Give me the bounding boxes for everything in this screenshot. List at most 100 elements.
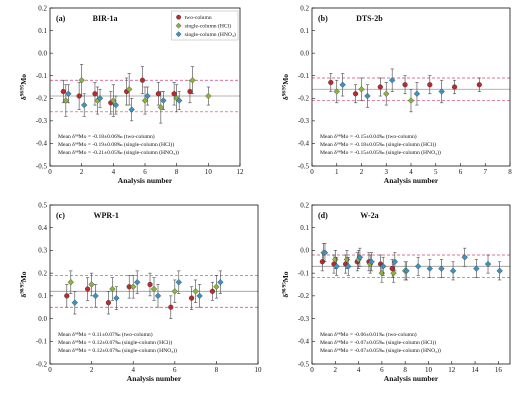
y-tick-label: -0.5 [298, 162, 310, 170]
data-point [333, 88, 340, 95]
data-point [209, 288, 216, 294]
y-tick-label: 0.4 [38, 224, 47, 232]
x-tick-label: 4 [357, 366, 361, 374]
data-point [157, 104, 165, 111]
data-point [81, 101, 88, 109]
data-point [217, 279, 224, 286]
mean-annotation: Mean δ⁹⁸Mo = 0.12±0.07‰ (single-column (… [58, 347, 177, 354]
data-point [339, 81, 346, 88]
y-axis-label-part: Mo [19, 74, 28, 85]
data-point [88, 281, 95, 288]
y-tick-label: -0.2 [36, 360, 48, 368]
x-tick-label: 14 [472, 366, 480, 374]
x-tick-label: 6 [173, 366, 177, 374]
mean-annotation: Mean δ⁹⁸Mo = -0.18±0.05‰ (single-column … [320, 141, 436, 148]
x-tick-label: 2 [90, 366, 94, 374]
data-point [196, 292, 203, 300]
panel-id: (d) [318, 211, 328, 220]
plot-frame [311, 204, 511, 365]
y-axis-label-part: δ [281, 294, 290, 298]
x-tick-label: 10 [205, 168, 213, 176]
data-point [352, 91, 359, 97]
y-tick-label: 0.1 [300, 27, 309, 35]
x-tick-label: 8 [403, 366, 407, 374]
y-axis-label-part: Mo [281, 271, 290, 282]
data-point [380, 263, 387, 270]
legend-entry: two-column [185, 15, 212, 21]
y-tick-label: 0.1 [300, 224, 309, 232]
y-tick-label: 0.0 [38, 315, 47, 323]
data-point [473, 265, 480, 272]
data-point [147, 281, 153, 288]
y-tick-label: -0.2 [298, 95, 310, 103]
y-tick-label: 0.2 [300, 4, 309, 12]
x-tick-label: 10 [425, 366, 433, 374]
data-point [413, 90, 421, 97]
data-point [85, 286, 91, 292]
x-tick-label: 16 [495, 366, 503, 374]
y-tick-label: -0.2 [36, 95, 48, 103]
data-point [213, 283, 220, 290]
y-axis-label: δ98/95Mo [19, 74, 28, 100]
y-tick-label: -0.1 [298, 269, 310, 277]
y-tick-label: -0.1 [36, 72, 48, 80]
panel-id: (c) [56, 211, 65, 220]
x-tick-label: 6 [380, 366, 384, 374]
data-point [67, 279, 74, 286]
y-axis-label-part: 98/95 [283, 84, 288, 96]
y-tick-label: 0.0 [300, 49, 309, 57]
data-point [160, 97, 167, 104]
data-point [364, 92, 371, 100]
y-axis-label: δ98/95Mo [281, 271, 290, 297]
x-tick-label: 6 [143, 168, 147, 176]
mean-annotation: Mean δ⁹⁸Mo = 0.12±0.07‰ (single-column (… [58, 339, 172, 346]
y-tick-label: -0.3 [298, 315, 310, 323]
data-point [205, 92, 212, 100]
data-point [345, 263, 352, 270]
legend-marker [176, 14, 182, 20]
mean-annotation: Mean δ⁹⁸Mo = -0.07±0.05‰ (single-column … [320, 339, 436, 346]
y-tick-label: 0.1 [38, 292, 47, 300]
panel-id: (a) [56, 14, 66, 23]
data-point [189, 77, 196, 84]
data-point [110, 97, 117, 104]
data-point [333, 263, 340, 270]
chart-panel-bir-1a: 0 2 4 6 8 10 12 -0.5 -0.4 -0.3 -0.2 -0.1 0.0 0.1 0.2 An… [19, 4, 244, 185]
data-point [154, 292, 162, 300]
y-tick-label: 0.3 [38, 247, 47, 255]
x-tick-label: 12 [448, 366, 456, 374]
data-point [358, 86, 365, 93]
data-point [438, 88, 445, 95]
data-point [175, 279, 182, 286]
y-axis-label-part: 98/95 [21, 84, 26, 96]
data-point [377, 84, 383, 90]
y-axis-label-part: Mo [281, 74, 290, 85]
data-point [402, 82, 408, 88]
y-tick-label: 0.0 [38, 49, 47, 57]
plot-frame [49, 204, 259, 365]
x-axis-label: Analysis number [384, 176, 439, 185]
data-point [187, 88, 193, 95]
data-point [109, 285, 116, 293]
mean-annotation: Mean δ⁹⁸Mo = -0.15±0.05‰ (single-column … [320, 149, 441, 156]
panel-title: WPR-1 [93, 211, 118, 220]
data-point [496, 267, 503, 275]
y-tick-label: -0.4 [36, 140, 48, 148]
y-tick-label: -0.4 [298, 338, 310, 346]
data-point [141, 97, 149, 104]
data-point [62, 97, 70, 104]
x-tick-label: 8 [215, 366, 219, 374]
data-point [105, 300, 112, 306]
panel-title: W-2a [360, 211, 378, 220]
y-axis-label-part: δ [281, 96, 290, 100]
data-point [112, 101, 120, 109]
x-tick-label: 4 [112, 168, 116, 176]
data-point [171, 91, 177, 97]
data-point [403, 267, 410, 275]
y-axis-label-part: 98/95 [283, 282, 288, 294]
y-tick-label: -0.3 [298, 117, 310, 125]
y-tick-label: 0.5 [38, 201, 47, 209]
data-point [438, 265, 445, 272]
data-point [64, 293, 70, 299]
x-tick-label: 1 [335, 168, 339, 176]
